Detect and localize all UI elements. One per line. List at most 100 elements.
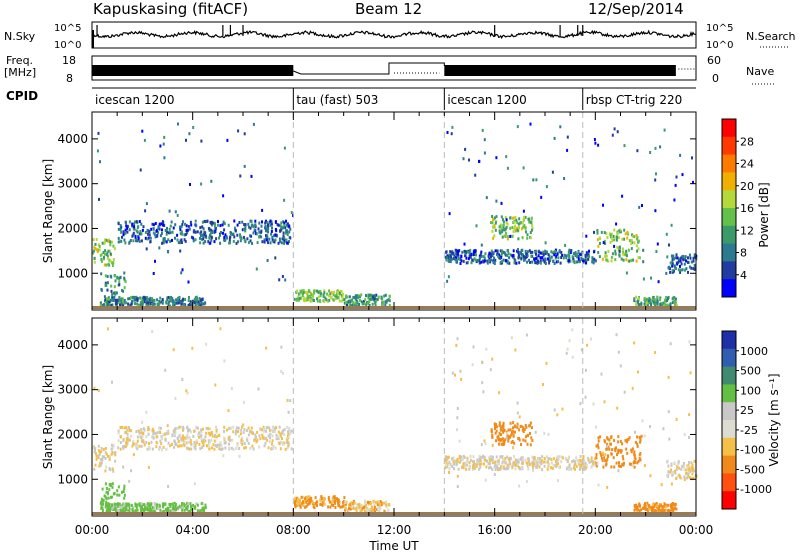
vel-echo-6-293 xyxy=(479,465,482,469)
power-echo-4-72 xyxy=(329,292,332,296)
vel-echo-2-179 xyxy=(105,502,108,506)
power-echo-3-308 xyxy=(271,236,274,239)
vel-echo-8-32 xyxy=(636,461,639,465)
power-echo-6-352 xyxy=(537,250,540,254)
vel-echo-0-32 xyxy=(110,443,113,447)
vel-echo-9-51 xyxy=(648,505,651,509)
power-echo-3-245 xyxy=(213,222,216,226)
vel-echo-3-228 xyxy=(202,427,204,431)
vel-echo-3-123 xyxy=(290,429,293,433)
power-echo-7-71 xyxy=(490,221,492,224)
power-echo-3-120 xyxy=(123,238,126,242)
vel-scatter-71 xyxy=(448,470,450,474)
power-echo-6-138 xyxy=(517,250,520,254)
nsearch-label: N.Search xyxy=(746,30,796,43)
vel-echo-6-267 xyxy=(482,454,485,458)
vel-echo-5-20 xyxy=(348,503,351,507)
vel-echo-8-80 xyxy=(614,449,617,453)
vel-echo-3-365 xyxy=(125,430,128,434)
power-scatter-22 xyxy=(505,155,508,159)
vel-echo-5-38 xyxy=(349,505,352,509)
power-echo-6-86 xyxy=(565,254,568,258)
vel-echo-3-181 xyxy=(206,444,208,448)
vel-echo-10-67 xyxy=(682,462,685,465)
vel-echo-6-220 xyxy=(546,467,549,471)
power-echo-7-36 xyxy=(502,218,504,222)
vel-echo-4-45 xyxy=(305,500,308,504)
power-echo-9-98 xyxy=(672,296,675,300)
power-echo-7-41 xyxy=(506,237,509,241)
vel-echo-1-18 xyxy=(101,509,104,512)
power-scatter-95 xyxy=(654,178,657,182)
power-echo-10-6 xyxy=(688,265,691,269)
power-scatter-34 xyxy=(274,233,277,237)
vel-echo-6-146 xyxy=(462,454,465,458)
power-echo-6-262 xyxy=(546,257,549,261)
power-scatter-102 xyxy=(163,135,166,139)
vel-scatter-122 xyxy=(518,484,521,488)
vel-echo-3-407 xyxy=(240,438,243,442)
power-echo-7-89 xyxy=(505,221,508,225)
power-echo-3-91 xyxy=(154,222,157,225)
vel-echo-9-7 xyxy=(652,507,655,511)
power-echo-2-236 xyxy=(188,303,191,306)
vel-echo-7-95 xyxy=(518,428,521,432)
vel-echo-3-375 xyxy=(237,430,240,434)
power-echo-2-94 xyxy=(120,302,123,306)
vel-echo-0-39 xyxy=(95,452,97,456)
vel-echo-3-211 xyxy=(287,435,290,439)
vel-echo-7-23 xyxy=(522,438,525,442)
power-scatter-31 xyxy=(100,272,103,276)
vel-scatter-56 xyxy=(579,402,582,406)
power-echo-0-36 xyxy=(111,261,114,265)
vel-echo-5-94 xyxy=(363,505,366,509)
vel-echo-8-88 xyxy=(604,440,607,444)
power-echo-8-37 xyxy=(614,258,617,262)
vel-scatter-27 xyxy=(683,433,686,437)
power-scatter-85 xyxy=(485,196,488,200)
power-echo-5-7 xyxy=(363,300,365,304)
power-echo-8-80 xyxy=(599,241,601,245)
power-echo-7-35 xyxy=(524,215,527,219)
power-echo-6-108 xyxy=(450,256,453,260)
power-echo-4-109 xyxy=(330,290,333,294)
vel-echo-2-210 xyxy=(183,504,186,508)
vel-echo-2-113 xyxy=(154,510,157,514)
vel-echo-9-76 xyxy=(669,503,672,507)
power-echo-3-403 xyxy=(122,230,125,234)
power-echo-7-9 xyxy=(516,221,519,225)
vel-echo-7-63 xyxy=(498,432,501,435)
power-scatter-18 xyxy=(625,271,628,275)
vel-echo-3-300 xyxy=(248,430,251,433)
vel-scatter-134 xyxy=(510,336,513,340)
vel-echo-3-271 xyxy=(136,447,139,451)
vel-scatter-2 xyxy=(286,398,289,402)
power-echo-3-254 xyxy=(203,219,206,223)
power-echo-10-57 xyxy=(686,260,689,264)
vel-echo-7-53 xyxy=(509,428,512,432)
vel-echo-3-65 xyxy=(159,426,162,430)
power-echo-1-32 xyxy=(110,275,113,279)
vel-echo-1-1 xyxy=(118,493,121,497)
vel-echo-7-6 xyxy=(512,421,515,425)
power-cbar-swatch-8 xyxy=(722,261,736,280)
vel-scatter-144 xyxy=(595,425,597,429)
power-scatter-129 xyxy=(174,210,177,214)
vel-echo-4-67 xyxy=(314,496,317,500)
vel-echo-3-367 xyxy=(259,437,262,441)
power-echo-2-230 xyxy=(180,302,183,306)
vel-echo-3-342 xyxy=(133,442,136,446)
power-echo-6-350 xyxy=(582,259,584,263)
power-echo-2-203 xyxy=(136,302,139,306)
vel-echo-7-78 xyxy=(523,427,526,431)
power-echo-3-115 xyxy=(161,228,163,232)
power-echo-6-198 xyxy=(502,258,505,262)
power-echo-3-383 xyxy=(223,228,226,232)
vel-cbar-swatch-4 xyxy=(722,402,736,421)
power-echo-8-89 xyxy=(613,238,616,242)
vel-echo-6-322 xyxy=(476,458,479,462)
power-echo-3-25 xyxy=(179,239,182,243)
vel-echo-1-41 xyxy=(99,501,102,505)
vel-echo-3-398 xyxy=(213,433,216,437)
